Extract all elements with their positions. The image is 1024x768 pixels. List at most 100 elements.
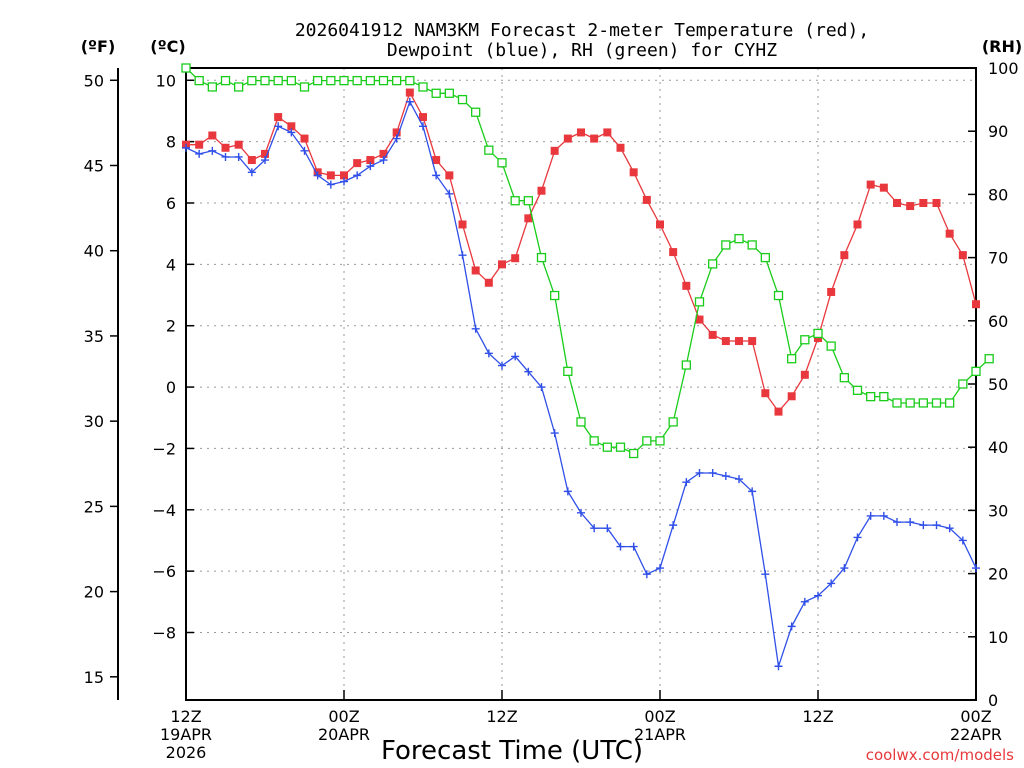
dewpoint-point [195,149,204,158]
rh-point [747,240,757,250]
gridlines [186,68,976,700]
rh-point [839,373,849,383]
temperature-point [945,229,954,238]
rh-point [563,366,573,377]
celsius-tick-label: −2 [152,439,176,458]
temperature-point [405,88,414,97]
temperature-point [761,389,770,398]
celsius-tick-label: −4 [152,501,176,520]
rh-point [286,75,296,86]
temperature-point [221,143,230,152]
dewpoint-point [590,524,599,533]
rh-point [681,360,691,370]
temperature-point [669,248,678,257]
rh-point [352,75,362,86]
rh-point [299,82,310,92]
axes [117,67,977,701]
dewpoint-point [708,468,717,477]
temperature-point [445,171,454,180]
fahrenheit-axis: 50 45 40 35 30 25 20 15 [84,71,118,687]
dewpoint-point [300,146,309,155]
dewpoint-point [550,429,559,438]
temperature-point [735,337,743,346]
series-rh [181,63,994,459]
dewpoint-point [827,579,836,588]
celsius-tick-label: 6 [166,194,176,213]
rh-point [260,75,270,86]
temperature-point [721,337,730,346]
temperature-point [906,202,915,211]
celsius-tick-label: −8 [152,624,176,643]
rh-point [378,75,389,86]
rh-point [721,240,731,250]
time-tick-label: 12Z [170,707,201,726]
temperature-point [524,214,533,223]
rh-point [734,233,744,244]
rh-point [892,398,902,408]
dewpoint-point [774,662,783,671]
rh-point [800,335,810,345]
rh-point [457,94,468,105]
dewpoint-point [379,156,388,165]
rh-point [523,196,533,206]
dewpoint-point [563,487,572,496]
dewpoint-point [432,171,441,180]
temperature-point [498,260,506,269]
dewpoint-point [458,251,467,260]
temperature-point [234,140,243,149]
fahrenheit-tick-label: 15 [84,668,104,687]
rh-point [405,75,415,86]
rh-tick-label: 90 [988,122,1008,141]
rh-point [471,107,481,117]
temperature-point [748,337,757,346]
dewpoint-point [932,521,941,530]
fahrenheit-tick-label: 25 [84,497,104,516]
dewpoint-point [906,518,915,527]
temperature-point [774,407,783,416]
rh-tick-label: 80 [988,185,1008,204]
chart-title-line2: Dewpoint (blue), RH (green) for CYHZ [387,40,777,61]
rh-point [273,75,283,86]
temperature-point [603,128,612,137]
temperature-point [208,131,217,140]
temperature-point [432,156,441,165]
temperature-point [893,198,901,207]
temperature-point [379,149,388,158]
dewpoint-point [893,518,901,527]
temperature-point [366,156,375,165]
dewpoint-point [313,171,322,180]
temperature-point [919,198,928,207]
dewpoint-point [814,591,822,600]
rh-point [813,328,823,339]
rh-point [550,290,560,301]
temperature-point [300,134,309,143]
rh-point [655,436,665,446]
temperature-point [537,186,546,195]
rh-point [958,379,968,389]
fahrenheit-tick-label: 50 [84,71,104,90]
dewpoint-point [616,542,625,551]
fahrenheit-tick-label: 40 [84,242,104,261]
fahrenheit-tick-label: 35 [84,327,104,346]
time-tick-label: 21APR [634,725,686,744]
dewpoint-point [945,524,954,533]
rh-point [852,385,863,395]
temperature-point [827,287,836,296]
rh-point [708,259,718,269]
rh-tick-label: 10 [988,628,1008,647]
rh-point [339,75,349,86]
dewpoint-point [919,521,928,530]
dewpoint-point [879,511,888,520]
rh-tick-label: 50 [988,375,1008,394]
dewpoint-line [185,100,977,667]
celsius-unit-label: (ºC) [150,37,185,56]
dewpoint-point [247,168,256,177]
dewpoint-point [419,122,427,131]
temperature-point [340,171,348,180]
rh-point [365,75,375,86]
temperature-point [392,128,401,137]
dewpoint-point [340,177,348,186]
temperature-point [511,254,520,263]
